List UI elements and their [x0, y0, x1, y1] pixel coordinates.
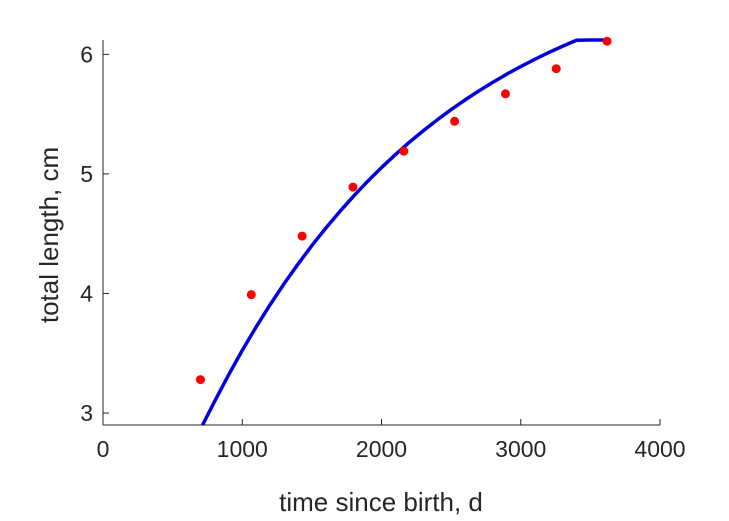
y-axis-title: total length, cm — [34, 147, 64, 323]
data-point — [602, 36, 612, 46]
x-tick-label: 3000 — [495, 436, 546, 462]
x-tick-label: 1000 — [217, 436, 268, 462]
x-tick-label: 2000 — [356, 436, 407, 462]
y-tick-label: 4 — [80, 280, 93, 306]
x-tick-label: 0 — [97, 436, 110, 462]
data-point — [551, 64, 561, 74]
axes: 0 1000 2000 3000 4000 3 4 5 6 — [80, 40, 686, 462]
plot-area — [195, 36, 612, 426]
data-point — [246, 290, 256, 300]
y-tick-label: 5 — [80, 161, 93, 187]
data-point — [450, 116, 460, 126]
y-tick-label: 3 — [80, 400, 93, 426]
data-point — [500, 89, 510, 99]
x-axis-title: time since birth, d — [279, 487, 483, 517]
x-tick-label: 4000 — [634, 436, 685, 462]
fitted-curve — [201, 38, 605, 426]
data-point — [348, 182, 358, 192]
y-tick-label: 6 — [80, 41, 93, 67]
data-point — [297, 231, 307, 241]
data-point — [399, 146, 409, 156]
data-point — [195, 375, 205, 385]
